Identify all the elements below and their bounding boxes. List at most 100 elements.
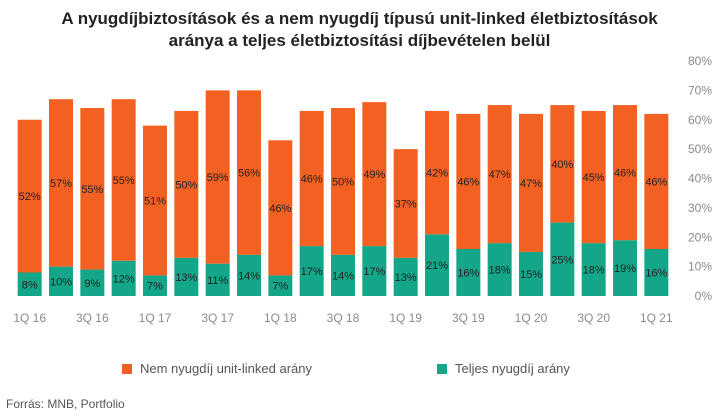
- chart-title-line-2: aránya a teljes életbiztosítási díjbevét…: [168, 31, 551, 50]
- x-tick-label: 3Q 17: [201, 311, 234, 325]
- bar-label-pension: 14%: [332, 270, 354, 282]
- bar-pension: [425, 234, 449, 296]
- chart-title-line-1: A nyugdíjbiztosítások és a nem nyugdíj t…: [61, 9, 658, 28]
- bar-label-pension: 18%: [583, 265, 605, 277]
- bar-label-unit-linked: 50%: [175, 179, 197, 191]
- bar-label-unit-linked: 46%: [301, 174, 323, 186]
- bar-label-unit-linked: 37%: [395, 198, 417, 210]
- bar-label-unit-linked: 46%: [645, 176, 667, 188]
- bar-label-pension: 9%: [84, 278, 100, 290]
- bar-label-unit-linked: 57%: [50, 178, 72, 190]
- bar-label-unit-linked: 56%: [238, 168, 260, 180]
- bar-label-pension: 21%: [426, 260, 448, 272]
- bar-label-unit-linked: 46%: [614, 168, 636, 180]
- bar-label-unit-linked: 46%: [269, 203, 291, 215]
- bar-label-unit-linked: 45%: [583, 172, 605, 184]
- y-tick-label: 60%: [688, 113, 712, 127]
- bar-pension: [581, 243, 606, 296]
- bar-unit-linked: [17, 119, 42, 273]
- bar-pension: [519, 251, 543, 296]
- bar-label-unit-linked: 51%: [144, 196, 166, 208]
- x-tick-label: 3Q 18: [327, 311, 360, 325]
- bar-unit-linked: [268, 140, 293, 276]
- bar-label-unit-linked: 52%: [19, 191, 41, 203]
- bar-unit-linked: [237, 90, 261, 255]
- y-tick-label: 10%: [688, 260, 712, 274]
- bar-label-pension: 17%: [301, 266, 323, 278]
- bar-label-pension: 15%: [520, 269, 542, 281]
- bar-pension: [111, 260, 136, 296]
- bar-pension: [487, 243, 512, 296]
- bar-label-unit-linked: 50%: [332, 176, 354, 188]
- y-tick-label: 40%: [688, 172, 712, 186]
- bar-pension: [80, 269, 105, 296]
- x-tick-label: 3Q 20: [577, 311, 610, 325]
- y-tick-label: 70%: [688, 83, 712, 97]
- bar-unit-linked: [425, 110, 449, 235]
- bar-unit-linked: [299, 110, 324, 247]
- y-tick-label: 0%: [695, 289, 713, 303]
- bar-label-pension: 7%: [147, 281, 163, 293]
- bar-unit-linked: [519, 113, 543, 252]
- bar-label-pension: 13%: [395, 272, 417, 284]
- x-tick-label: 1Q 16: [13, 311, 46, 325]
- bar-pension: [331, 254, 355, 296]
- bar-unit-linked: [487, 105, 512, 244]
- y-tick-label: 50%: [688, 142, 712, 156]
- x-tick-label: 3Q 19: [452, 311, 485, 325]
- bar-label-pension: 11%: [207, 275, 228, 287]
- bar-label-unit-linked: 55%: [81, 184, 103, 196]
- bar-label-unit-linked: 59%: [207, 172, 229, 184]
- bar-label-pension: 18%: [489, 265, 511, 277]
- bar-pension: [268, 275, 293, 296]
- bar-unit-linked: [644, 113, 669, 249]
- bar-label-pension: 7%: [272, 281, 288, 293]
- legend-swatch-teal: [437, 363, 447, 374]
- bar-pension: [456, 249, 481, 296]
- bar-pension: [613, 240, 637, 296]
- x-tick-label: 1Q 17: [139, 311, 172, 325]
- legend-label-pension: Teljes nyugdíj arány: [455, 361, 570, 376]
- bar-label-unit-linked: 46%: [457, 176, 479, 188]
- bar-pension: [299, 246, 324, 296]
- bar-pension: [644, 249, 669, 296]
- bar-label-pension: 19%: [614, 263, 636, 275]
- bar-unit-linked: [49, 99, 73, 267]
- bar-unit-linked: [393, 149, 418, 258]
- bar-unit-linked: [613, 105, 637, 241]
- y-tick-label: 30%: [688, 201, 712, 215]
- bar-label-pension: 8%: [22, 279, 38, 291]
- bar-pension: [49, 266, 73, 296]
- legend-item-pension: Teljes nyugdíj arány: [437, 361, 570, 376]
- bar-label-pension: 14%: [238, 270, 260, 282]
- bar-label-unit-linked: 42%: [426, 168, 448, 180]
- bar-pension: [205, 263, 230, 296]
- x-tick-label: 3Q 16: [76, 311, 109, 325]
- bar-unit-linked: [550, 105, 575, 223]
- x-tick-label: 1Q 18: [264, 311, 297, 325]
- legend-label-unit-linked: Nem nyugdíj unit-linked arány: [140, 361, 312, 376]
- bar-unit-linked: [111, 99, 136, 261]
- bar-unit-linked: [362, 102, 387, 247]
- bar-label-unit-linked: 40%: [551, 159, 573, 171]
- x-tick-label: 1Q 21: [640, 311, 673, 325]
- bar-label-pension: 12%: [113, 273, 135, 285]
- bar-pension: [174, 257, 199, 296]
- bar-pension: [237, 254, 261, 296]
- bar-pension: [393, 257, 418, 296]
- source-note: Forrás: MNB, Portfolio: [6, 397, 125, 411]
- bar-label-pension: 10%: [50, 276, 72, 288]
- bar-pension: [362, 246, 387, 296]
- bar-label-unit-linked: 47%: [489, 169, 511, 181]
- bar-label-unit-linked: 49%: [363, 169, 385, 181]
- bar-pension: [143, 275, 167, 296]
- bar-unit-linked: [80, 108, 105, 270]
- y-tick-label: 80%: [688, 54, 712, 68]
- bar-label-pension: 13%: [175, 272, 197, 284]
- bar-label-pension: 25%: [551, 254, 573, 266]
- bar-label-pension: 16%: [457, 268, 479, 280]
- bar-label-pension: 17%: [363, 266, 385, 278]
- bar-unit-linked: [456, 113, 481, 249]
- legend-item-unit-linked: Nem nyugdíj unit-linked arány: [122, 361, 312, 376]
